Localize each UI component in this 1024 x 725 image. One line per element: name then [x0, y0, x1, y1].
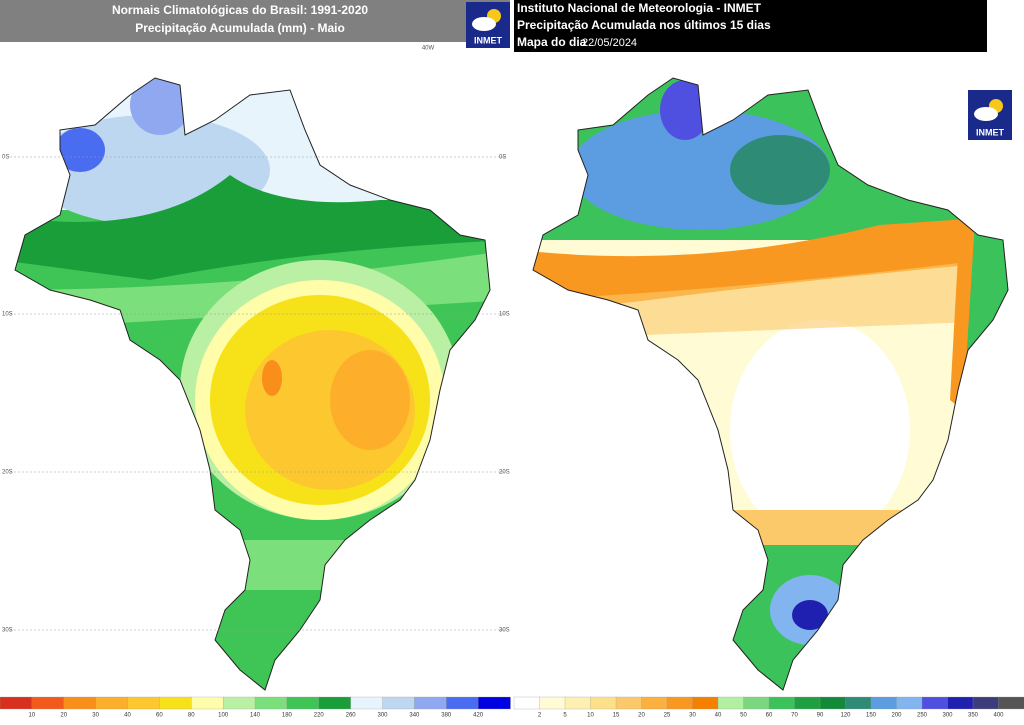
lat-label: 30S — [2, 628, 13, 634]
colorbar-label: 40 — [124, 713, 131, 719]
left-title: Normais Climatológicas do Brasil: 1991-2… — [112, 3, 368, 17]
right-subtitle: Precipitação Acumulada nos últimos 15 di… — [517, 18, 771, 32]
colorbar-label: 120 — [840, 713, 851, 719]
colorbar-label: 10 — [29, 713, 36, 719]
right-map — [518, 60, 1024, 705]
colorbar-swatch — [446, 697, 478, 709]
lat-label: 20S — [2, 470, 13, 476]
colorbar-swatch — [820, 697, 846, 709]
colorbar-label: 2 — [538, 713, 542, 719]
lat-label: 10S — [2, 312, 13, 318]
colorbar-swatch — [383, 697, 415, 709]
colorbar-label: 30 — [689, 713, 696, 719]
lon-label: 40W — [422, 46, 435, 52]
colorbar-swatch — [0, 697, 32, 709]
colorbar-label: 90 — [817, 713, 824, 719]
left-logo-text: INMET — [474, 35, 503, 45]
colorbar-label: 50 — [740, 713, 747, 719]
colorbar-label: 180 — [282, 713, 293, 719]
colorbar-swatch — [128, 697, 160, 709]
colorbar-swatch — [255, 697, 287, 709]
lat-label: 10S — [499, 312, 510, 318]
colorbar-label: 100 — [218, 713, 229, 719]
lat-label: 30S — [499, 628, 510, 634]
colorbar-label: 10 — [587, 713, 594, 719]
colorbar-swatch — [414, 697, 446, 709]
colorbar-swatch — [191, 697, 223, 709]
colorbar-label: 220 — [314, 713, 325, 719]
colorbar-label: 25 — [664, 713, 671, 719]
colorbar-swatch — [287, 697, 319, 709]
colorbar-label: 70 — [791, 713, 798, 719]
colorbar-label: 150 — [866, 713, 877, 719]
colorbar-label: 5 — [563, 713, 567, 719]
right-logo-text: INMET — [976, 127, 1005, 137]
colorbar-label: 40 — [715, 713, 722, 719]
lat-label: 0S — [2, 155, 9, 161]
colorbar-swatch — [319, 697, 351, 709]
colorbar-label: 400 — [993, 713, 1004, 719]
colorbar-swatch — [351, 697, 383, 709]
colorbar-label: 140 — [250, 713, 261, 719]
colorbar-swatch — [32, 697, 64, 709]
colorbar-swatch — [565, 697, 591, 709]
colorbar-swatch — [744, 697, 770, 709]
right-title: Instituto Nacional de Meteorologia - INM… — [517, 1, 762, 15]
colorbar-swatch — [667, 697, 693, 709]
colorbar-label: 300 — [942, 713, 953, 719]
colorbar-swatch — [846, 697, 872, 709]
left-map — [0, 60, 510, 700]
colorbar-swatch — [693, 697, 719, 709]
date: 22/05/2024 — [582, 37, 637, 49]
colorbar-swatch — [159, 697, 191, 709]
colorbar-label: 60 — [156, 713, 163, 719]
colorbar-swatch — [871, 697, 897, 709]
colorbar-label: 60 — [766, 713, 773, 719]
colorbar-swatch — [948, 697, 974, 709]
colorbar-label: 200 — [891, 713, 902, 719]
colorbar-swatch — [616, 697, 642, 709]
date-prefix: Mapa do dia — [517, 35, 587, 49]
colorbar-swatch — [540, 697, 566, 709]
colorbar-swatch — [223, 697, 255, 709]
colorbar-label: 20 — [60, 713, 67, 719]
colorbar-swatch — [999, 697, 1024, 709]
colorbar-swatch — [769, 697, 795, 709]
colorbar-swatch — [64, 697, 96, 709]
lat-label: 0S — [499, 155, 506, 161]
colorbar-label: 260 — [346, 713, 357, 719]
lat-label: 20S — [499, 470, 510, 476]
colorbar-label: 15 — [613, 713, 620, 719]
colorbar-label: 30 — [92, 713, 99, 719]
colorbar-label: 380 — [441, 713, 452, 719]
colorbar-label: 350 — [968, 713, 979, 719]
colorbar-swatch — [718, 697, 744, 709]
colorbar-swatch — [591, 697, 617, 709]
logo-cloud — [472, 17, 496, 31]
colorbar-label: 420 — [473, 713, 484, 719]
colorbar-label: 250 — [917, 713, 928, 719]
colorbar-swatch — [478, 697, 510, 709]
colorbar-swatch — [973, 697, 999, 709]
colorbar-label: 80 — [188, 713, 195, 719]
colorbar-swatch — [514, 697, 540, 709]
colorbar-swatch — [897, 697, 923, 709]
colorbar-swatch — [922, 697, 948, 709]
left-subtitle: Precipitação Acumulada (mm) - Maio — [135, 21, 345, 35]
colorbar-swatch — [642, 697, 668, 709]
colorbar-swatch — [795, 697, 821, 709]
logo-cloud — [974, 107, 998, 121]
colorbar-label: 340 — [409, 713, 420, 719]
colorbar-label: 20 — [638, 713, 645, 719]
colorbar-swatch — [96, 697, 128, 709]
colorbar-label: 300 — [377, 713, 388, 719]
